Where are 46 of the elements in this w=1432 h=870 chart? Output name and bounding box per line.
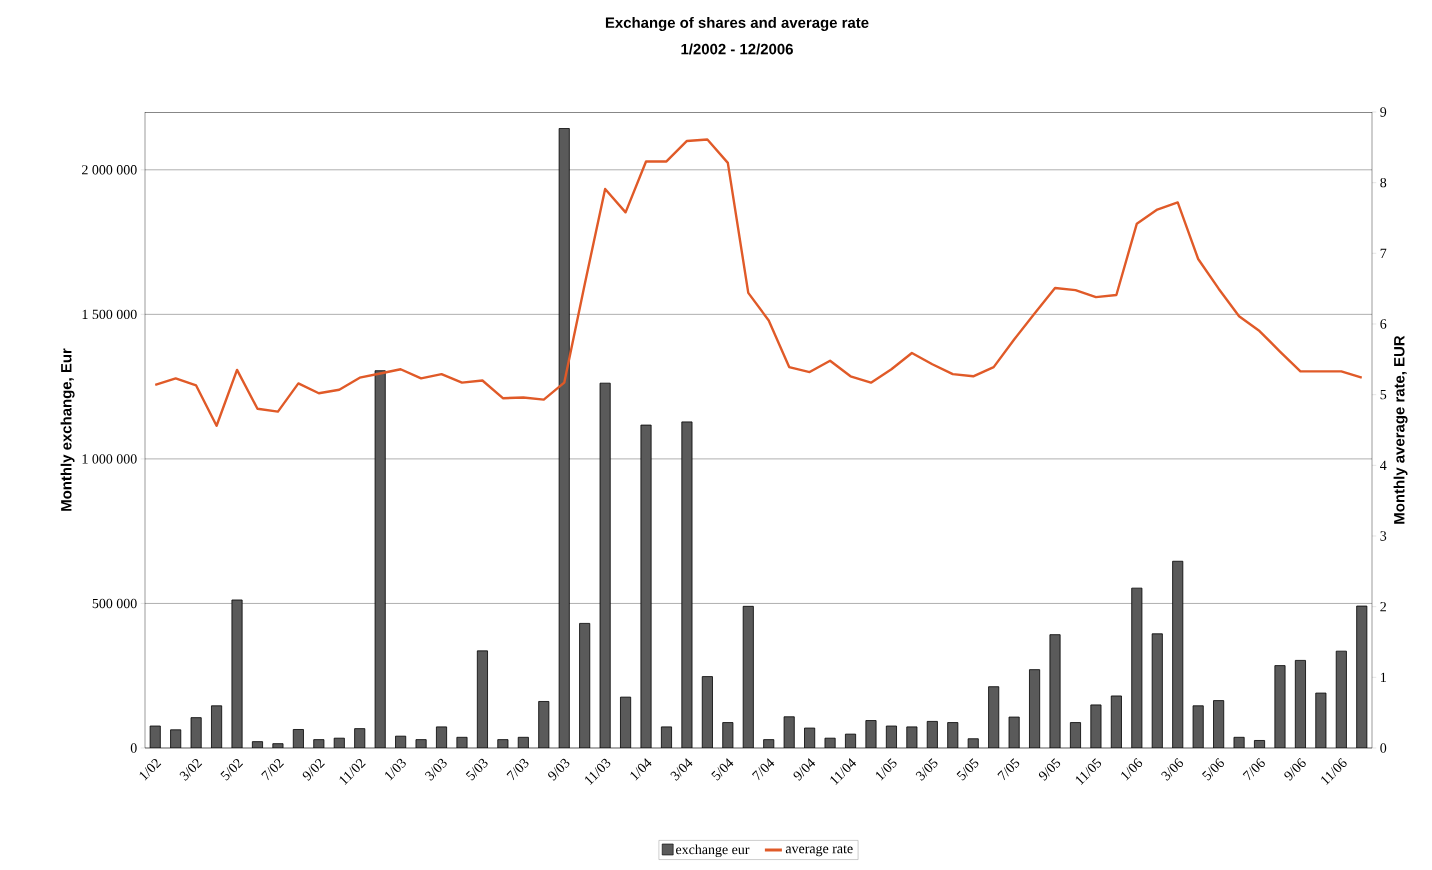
x-tick-label: 3/02 <box>179 758 203 781</box>
y-axis-title: Monthly exchange, Eur <box>60 348 75 511</box>
x-tick-label: 3/06 <box>1161 758 1184 781</box>
y2-tick-label: 9 <box>1380 107 1387 117</box>
x-tick-label: 3/04 <box>670 758 693 781</box>
y2-tick-label: 1 <box>1380 672 1386 682</box>
x-tick-label: 5/04 <box>711 758 734 781</box>
legend-label: average rate <box>785 845 853 857</box>
x-tick-label: 7/05 <box>997 758 1020 781</box>
x-tick-label: 9/05 <box>1038 758 1061 781</box>
y-tick-label: 2 000 000 <box>82 165 137 175</box>
x-tick-label: 7/04 <box>751 758 775 781</box>
x-tick-label: 3/03 <box>424 758 447 781</box>
y-tick-label: 0 <box>130 743 137 753</box>
y-tick-label: 1 000 000 <box>82 454 137 464</box>
y2-tick-label: 5 <box>1380 390 1387 400</box>
chart-subtitle: 1/2002 - 12/2006 <box>681 43 793 55</box>
x-tick-label: 9/03 <box>548 758 570 781</box>
y-tick-label: 1 500 000 <box>82 309 137 320</box>
legend-label: exchange eur <box>676 844 750 858</box>
y2-tick-label: 8 <box>1380 177 1387 188</box>
x-tick-label: 9/06 <box>1284 758 1306 781</box>
x-tick-label: 1/05 <box>875 758 897 781</box>
x-tick-label: 5/02 <box>220 758 244 781</box>
y2-tick-label: 6 <box>1380 319 1387 329</box>
y2-tick-label: 4 <box>1380 460 1387 470</box>
x-tick-label: 7/03 <box>506 758 529 781</box>
y2-axis-title: Monthly average rate, EUR <box>1393 335 1408 524</box>
chart-title: Exchange of shares and average rate <box>605 16 869 31</box>
x-tick-label: 5/06 <box>1201 758 1224 781</box>
y2-tick-label: 7 <box>1380 248 1387 258</box>
x-tick-label: 7/02 <box>261 758 284 781</box>
y2-tick-label: 3 <box>1380 531 1387 541</box>
y2-tick-label: 0 <box>1380 743 1387 753</box>
x-tick-label: 1/04 <box>630 758 652 781</box>
x-tick-label: 5/05 <box>956 758 979 781</box>
x-tick-label: 1/02 <box>139 758 162 781</box>
x-tick-label: 7/06 <box>1242 758 1265 781</box>
x-tick-label: 1/06 <box>1121 758 1143 781</box>
x-tick-label: 1/03 <box>385 758 406 781</box>
x-tick-label: 9/02 <box>302 758 325 781</box>
x-tick-label: 5/03 <box>465 758 488 781</box>
x-tick-label: 3/05 <box>915 758 938 781</box>
x-tick-label: 9/04 <box>793 758 816 781</box>
y-tick-label: 500 000 <box>92 598 137 609</box>
y2-tick-label: 2 <box>1380 602 1386 612</box>
